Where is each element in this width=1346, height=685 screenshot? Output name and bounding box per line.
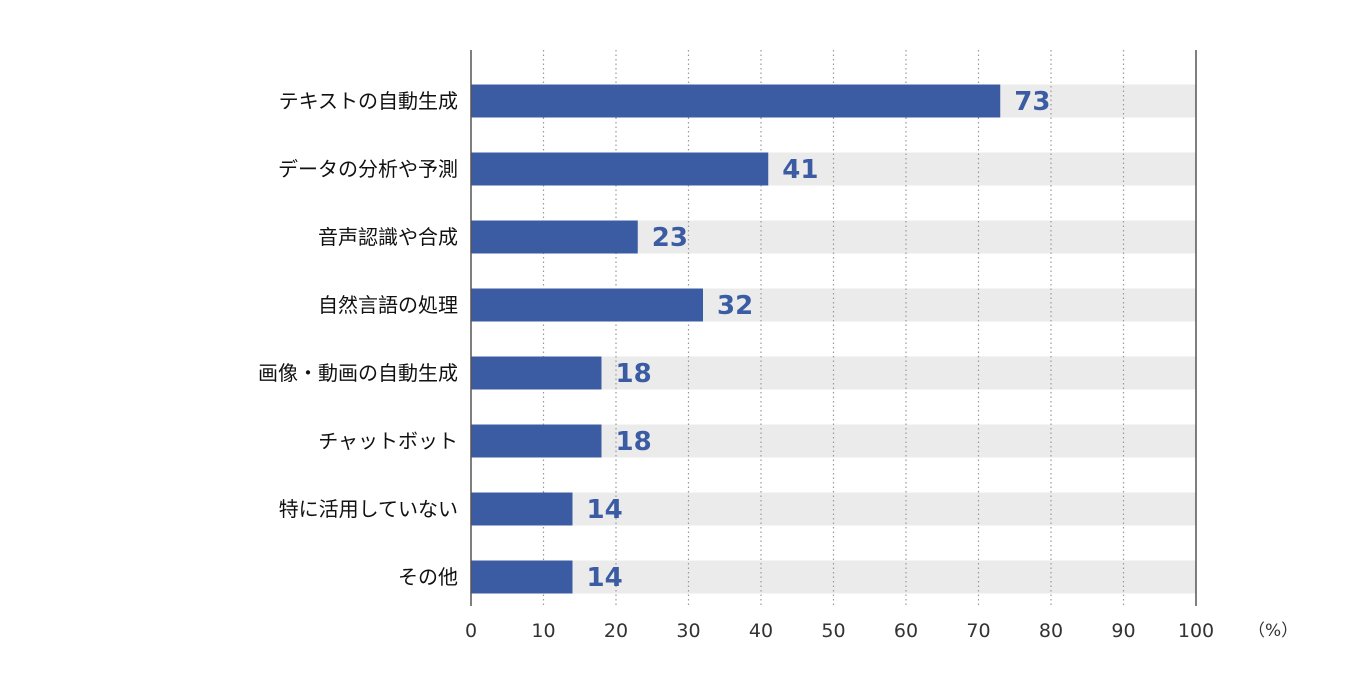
- bar-3: [471, 288, 703, 322]
- value-label: 14: [587, 495, 623, 525]
- x-tick-label: 50: [821, 620, 845, 642]
- x-unit-label: （%）: [1248, 621, 1298, 641]
- category-label: 自然言語の処理: [318, 293, 458, 317]
- bars: [471, 84, 1001, 594]
- value-label: 73: [1014, 87, 1050, 117]
- value-label: 32: [717, 291, 753, 321]
- x-tick-label: 90: [1111, 620, 1135, 642]
- category-label: その他: [398, 565, 458, 589]
- x-tick-label: 70: [966, 620, 990, 642]
- x-tick-label: 10: [531, 620, 555, 642]
- value-label: 23: [652, 223, 688, 253]
- bar-0: [471, 84, 1001, 118]
- x-tick-label: 30: [676, 620, 700, 642]
- axes: [470, 50, 1197, 606]
- x-tick-label: 0: [465, 620, 477, 642]
- value-label: 41: [782, 155, 818, 185]
- category-label: テキストの自動生成: [279, 89, 458, 113]
- bar-7: [471, 560, 573, 594]
- x-tick-label: 40: [749, 620, 773, 642]
- x-tick-label: 100: [1178, 620, 1214, 642]
- bar-1: [471, 152, 769, 186]
- category-label: 音声認識や合成: [318, 225, 458, 249]
- bar-4: [471, 356, 602, 390]
- category-label: 特に活用していない: [279, 497, 458, 521]
- bar-5: [471, 424, 602, 458]
- value-label: 18: [616, 427, 652, 457]
- value-labels: 73 41 23 32 18 18 14 14: [587, 87, 1051, 593]
- x-tick-labels: 0 10 20 30 40 50 60 70 80 90 100: [465, 620, 1214, 642]
- x-tick-label: 80: [1039, 620, 1063, 642]
- category-label: データの分析や予測: [278, 157, 458, 181]
- value-label: 18: [616, 359, 652, 389]
- x-tick-label: 20: [604, 620, 628, 642]
- x-tick-label: 60: [894, 620, 918, 642]
- category-label: チャットボット: [318, 429, 458, 453]
- value-label: 14: [587, 563, 623, 593]
- category-labels: テキストの自動生成データの分析や予測音声認識や合成自然言語の処理画像・動画の自動…: [258, 89, 458, 589]
- category-label: 画像・動画の自動生成: [258, 361, 458, 385]
- bar-2: [471, 220, 638, 254]
- bar-6: [471, 492, 573, 526]
